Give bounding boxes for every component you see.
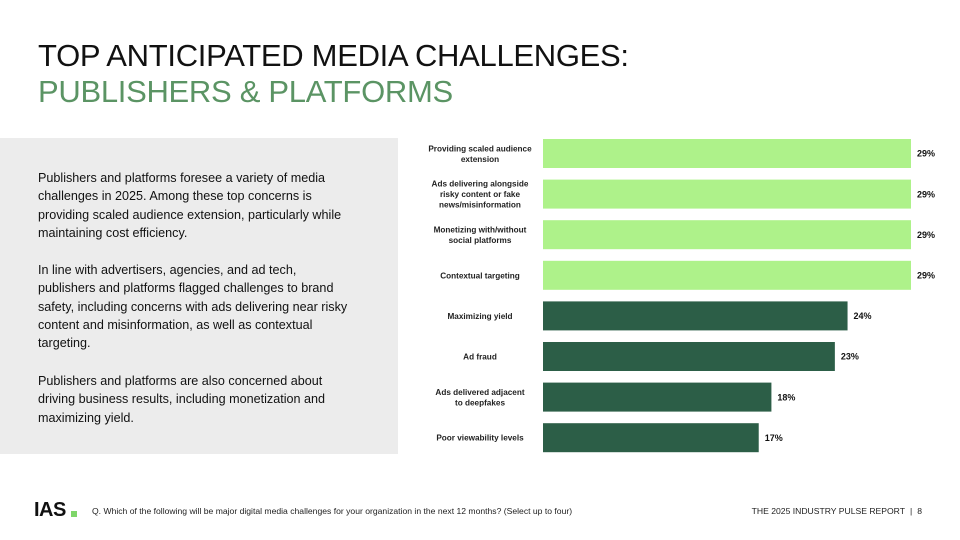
value-label-8: 17% xyxy=(765,433,783,443)
value-label-1: 29% xyxy=(917,149,935,159)
bar-7 xyxy=(543,382,772,412)
bar-chart: 29% Providing scaled audience extension 29%… xyxy=(428,139,935,453)
bar-2 xyxy=(543,179,911,209)
category-label-2: Ads delivering alongside risky content or… xyxy=(432,180,529,210)
report-footer: THE 2025 INDUSTRY PULSE REPORT | 8 xyxy=(752,506,922,516)
value-label-4: 29% xyxy=(917,271,935,281)
category-label-8: Poor viewability levels xyxy=(436,434,524,443)
report-name: THE 2025 INDUSTRY PULSE REPORT xyxy=(751,506,905,516)
body-paragraph-2: In line with advertisers, agencies, and … xyxy=(38,263,348,351)
category-label-5: Maximizing yield xyxy=(447,312,512,321)
bar-4 xyxy=(543,260,911,290)
bar-1 xyxy=(543,139,911,168)
value-label-7: 18% xyxy=(777,392,795,402)
category-label-3: Monetizing with/without social platforms xyxy=(434,225,527,245)
bar-3 xyxy=(543,220,911,250)
category-label-6: Ad fraud xyxy=(463,353,497,362)
body-paragraph-1: Publishers and platforms foresee a varie… xyxy=(38,171,342,240)
bar-6 xyxy=(543,342,835,371)
page-number: 8 xyxy=(917,506,922,516)
bar-5 xyxy=(543,301,848,331)
bar-8 xyxy=(543,423,759,453)
page-title: TOP ANTICIPATED MEDIA CHALLENGES: xyxy=(38,38,629,73)
survey-question: Q. Which of the following will be major … xyxy=(92,506,573,516)
ias-logo: IAS xyxy=(34,499,66,521)
value-label-5: 24% xyxy=(854,311,872,321)
category-label-1: Providing scaled audience extension xyxy=(428,144,532,164)
page-subtitle: PUBLISHERS & PLATFORMS xyxy=(38,74,453,109)
text-panel xyxy=(0,138,398,454)
value-label-6: 23% xyxy=(841,352,859,362)
value-label-2: 29% xyxy=(917,189,935,199)
logo-dot-icon xyxy=(71,511,77,517)
body-paragraph-3: Publishers and platforms are also concer… xyxy=(38,374,326,425)
value-label-3: 29% xyxy=(917,230,935,240)
footer-separator: | xyxy=(909,506,913,516)
category-label-7: Ads delivered adjacent to deepfakes xyxy=(435,388,524,408)
category-label-4: Contextual targeting xyxy=(440,271,520,280)
